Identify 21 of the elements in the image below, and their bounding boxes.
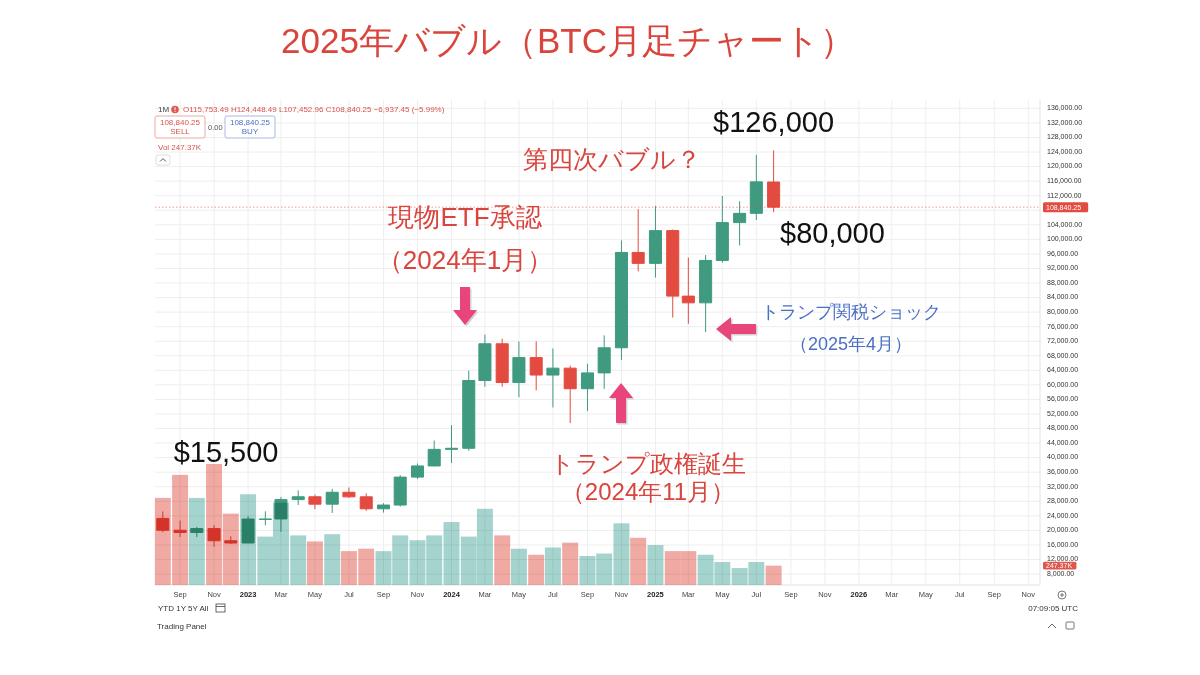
annotation: $126,000 [713, 106, 835, 139]
annotation-box: 108,840.25 SELL [154, 115, 206, 139]
annotation: 07:09:05 UTC [1028, 604, 1078, 613]
annotation: Vol 247.37K [158, 143, 202, 152]
annotation: 1M [158, 105, 170, 114]
annotation: （2024年11月） [560, 478, 736, 505]
annotation: O115,753.49 H124,448.49 L107,452.96 C108,840.25 −6,937.45 (−5.99%) [183, 105, 445, 114]
annotation: （2024年1月） [376, 245, 554, 275]
annotation: Trading Panel [157, 622, 207, 631]
annotation: $15,500 [173, 435, 279, 468]
annotation: $80,000 [780, 217, 885, 249]
annotation: トランプ政権誕生 [550, 450, 746, 477]
annotation: トランプ関税ショック [761, 302, 941, 322]
title: 2025年バブル（BTC月足チャート） [281, 21, 855, 60]
annotation: 108,840.25 SELL [159, 118, 201, 136]
annotation: YTD 1Y 5Y All [158, 604, 209, 613]
annotation-box: 108,840.25 BUY [224, 115, 276, 139]
annotation: 108,840.25 BUY [229, 118, 271, 136]
annotation: （2025年4月） [789, 334, 913, 354]
annotation: 現物ETF承認 [388, 202, 542, 232]
annotation: 第四次バブル？ [523, 145, 701, 173]
